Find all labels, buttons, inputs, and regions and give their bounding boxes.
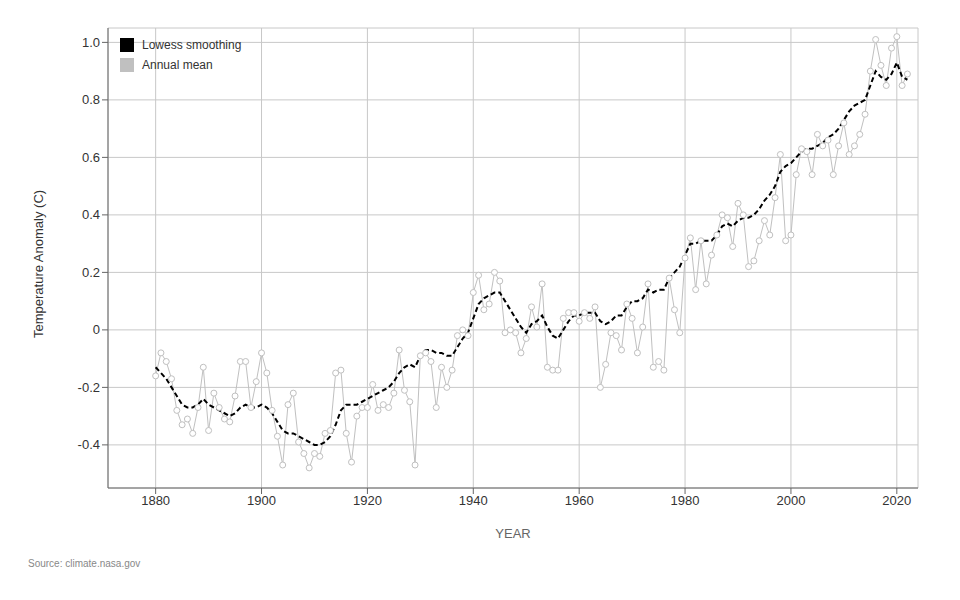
- svg-text:0.6: 0.6: [82, 150, 100, 165]
- svg-text:1980: 1980: [671, 493, 700, 508]
- svg-text:0: 0: [93, 322, 100, 337]
- svg-text:2000: 2000: [776, 493, 805, 508]
- svg-text:-0.2: -0.2: [78, 380, 100, 395]
- html-text:Lowess smoothing: Lowess smoothing: [142, 38, 242, 52]
- html-text:Annual mean: Annual mean: [142, 58, 213, 72]
- svg-text:0.4: 0.4: [82, 207, 100, 222]
- svg-text:0.8: 0.8: [82, 92, 100, 107]
- svg-text:0.2: 0.2: [82, 265, 100, 280]
- svg-text:1960: 1960: [565, 493, 594, 508]
- svg-text:Temperature Anomaly (C): Temperature Anomaly (C): [31, 190, 46, 338]
- svg-text:1900: 1900: [247, 493, 276, 508]
- svg-text:1880: 1880: [141, 493, 170, 508]
- svg-text:1920: 1920: [353, 493, 382, 508]
- svg-text:1940: 1940: [459, 493, 488, 508]
- svg-text:1.0: 1.0: [82, 35, 100, 50]
- svg-text:2020: 2020: [882, 493, 911, 508]
- svg-text:-0.4: -0.4: [78, 437, 100, 452]
- html-text:Source: climate.nasa.gov: Source: climate.nasa.gov: [28, 558, 141, 569]
- svg-text:YEAR: YEAR: [495, 526, 530, 541]
